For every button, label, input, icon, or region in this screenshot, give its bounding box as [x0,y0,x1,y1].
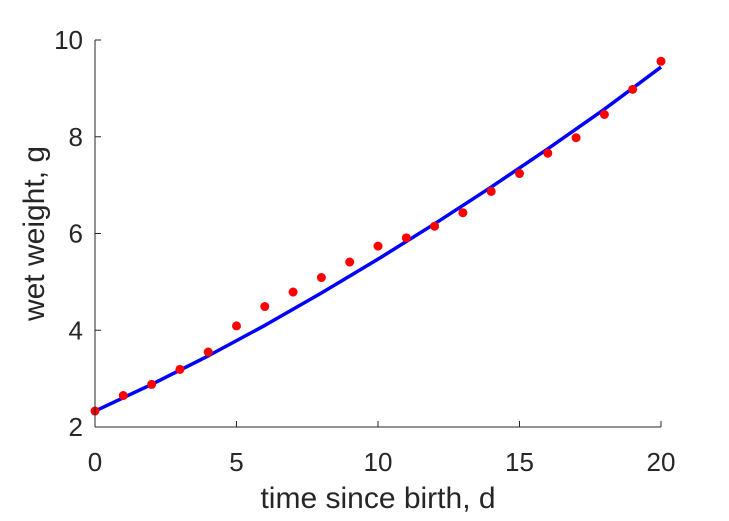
data-point [401,233,411,243]
data-point [458,208,468,218]
data-point [118,391,128,401]
data-point [232,321,241,331]
data-point [147,379,157,389]
y-ticks: 2 4 6 8 10 [54,25,101,442]
data-point [628,84,638,94]
x-ticks: 0 5 10 15 20 [88,421,676,477]
y-tick-label: 10 [54,25,83,55]
x-axis-title: time since birth, d [260,482,495,515]
data-point [345,257,355,267]
fit-curve-line [94,65,663,413]
x-tick-label: 5 [229,447,243,477]
data-point [316,273,326,283]
y-tick-label: 8 [69,122,83,152]
data-point [515,169,524,179]
data-point [260,302,270,312]
x-tick-label: 0 [88,447,102,477]
data-point [599,109,609,119]
data-point [203,347,213,357]
data-point [175,364,185,374]
data-point [288,287,298,297]
data-point [486,186,496,196]
data-point [430,221,440,231]
plot-area [90,56,666,416]
data-point [543,148,553,158]
x-tick-label: 10 [364,447,393,477]
y-tick-label: 4 [69,315,83,345]
x-tick-label: 15 [505,447,534,477]
y-tick-label: 6 [69,219,83,249]
x-tick-label: 20 [647,447,676,477]
data-point [571,133,581,143]
y-tick-label: 2 [69,412,83,442]
data-point [656,56,666,66]
data-point [373,241,383,251]
y-axis-title: wet weight, g [18,146,51,322]
